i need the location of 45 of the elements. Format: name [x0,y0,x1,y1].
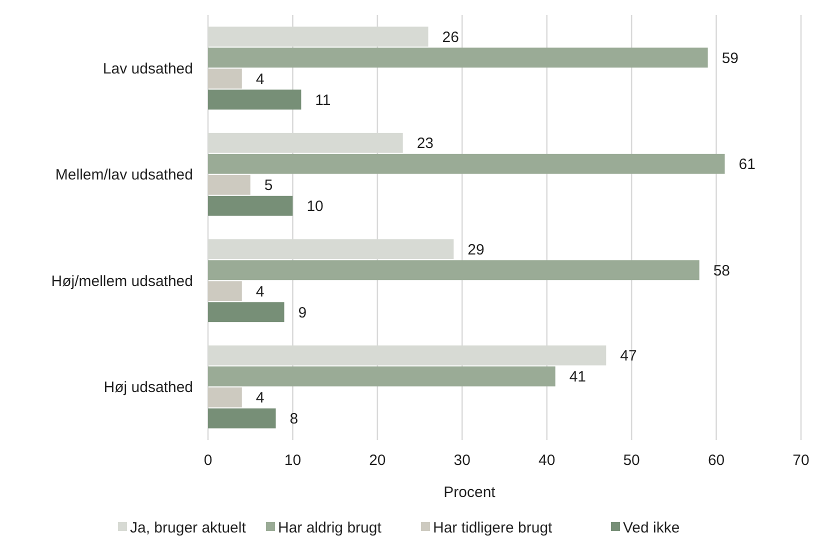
legend-label: Ja, bruger aktuelt [130,519,247,536]
legend-label: Har aldrig brugt [278,519,382,536]
bar [208,90,302,110]
data-label: 29 [468,241,484,258]
data-label: 41 [569,368,586,386]
data-label: 11 [315,92,331,109]
y-tick-label: Høj udsathed [104,379,193,396]
data-label: 4 [256,390,264,407]
y-tick-label: Høj/mellem udsathed [51,272,193,290]
legend-label: Har tidligere brugt [433,519,554,536]
bar [208,48,708,68]
bar [208,174,250,195]
data-label: 59 [722,50,738,67]
bar [208,366,556,386]
data-label: 23 [416,135,434,152]
bar [208,408,276,428]
bar [208,302,284,322]
x-tick-label: 60 [708,452,725,469]
data-label: 47 [620,348,637,365]
x-tick-label: 30 [454,452,470,469]
bar [208,154,725,174]
bar [208,68,242,89]
x-axis-title: Procent [444,484,496,501]
data-label: 9 [298,304,307,322]
data-label: 4 [256,283,264,300]
data-label: 58 [713,262,730,280]
x-tick-label: 70 [792,452,810,469]
x-tick-label: 20 [369,452,386,469]
data-label: 5 [264,177,273,194]
data-label: 26 [442,28,459,46]
y-tick-label: Lav udsathed [102,60,193,78]
x-tick-label: 40 [538,452,556,469]
x-tick-label: 50 [623,452,640,469]
x-tick-label: 0 [204,452,212,469]
data-label: 8 [290,410,298,428]
bar [208,196,293,216]
bar [208,387,242,408]
data-label: 61 [738,156,756,174]
data-label: 4 [256,70,264,88]
data-label: 10 [306,198,324,216]
x-tick-label: 10 [284,452,302,469]
bar [208,260,700,280]
bar [208,281,242,302]
y-tick-label: Mellem/lav udsathed [55,166,193,184]
legend-label: Ved ikke [623,519,680,536]
